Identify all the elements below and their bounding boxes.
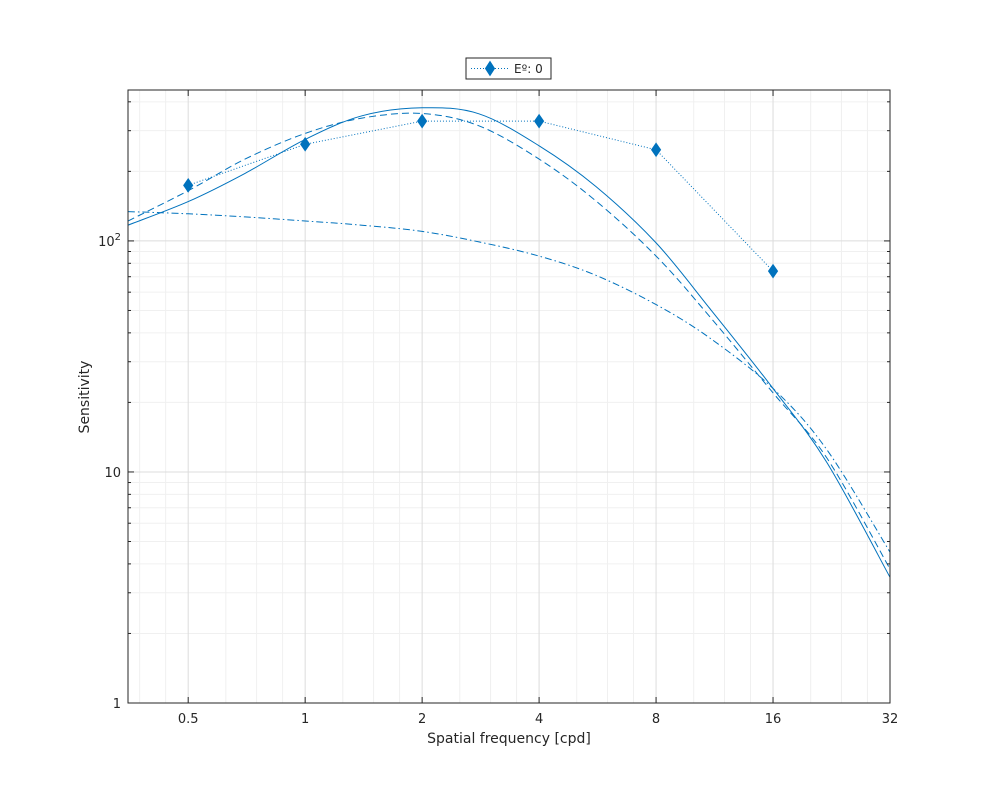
legend-box [465, 57, 552, 80]
data-point-marker [300, 136, 311, 152]
x-axis-label: Spatial frequency [cpd] [427, 731, 591, 747]
y-axis-label: Sensitivity [77, 361, 93, 434]
x-tick-label: 1 [301, 712, 309, 727]
y-tick-label: 10 [104, 466, 121, 481]
data-point-marker [417, 113, 428, 129]
legend-marker [484, 60, 496, 77]
x-tick-label: 8 [652, 712, 660, 727]
x-tick-label: 4 [535, 712, 543, 727]
y-tick-label: 1 [113, 697, 121, 712]
data-point-marker [650, 142, 662, 158]
series-line-dashed [128, 112, 890, 570]
data-point-marker [767, 263, 779, 279]
plot-area-box [127, 89, 891, 704]
x-tick-label: 16 [765, 712, 782, 727]
x-tick-label: 2 [418, 712, 426, 727]
series-line-dashdot [128, 211, 890, 553]
data-point-marker [533, 113, 545, 129]
x-tick-label: 32 [882, 712, 899, 727]
legend: Eº: 0 [465, 57, 552, 80]
series-line-solid [128, 107, 890, 578]
y-tick-label: 102 [98, 232, 121, 250]
data-point-marker [183, 177, 194, 193]
x-tick-label: 0.5 [178, 712, 199, 727]
legend-entry-label: Eº: 0 [514, 62, 543, 76]
